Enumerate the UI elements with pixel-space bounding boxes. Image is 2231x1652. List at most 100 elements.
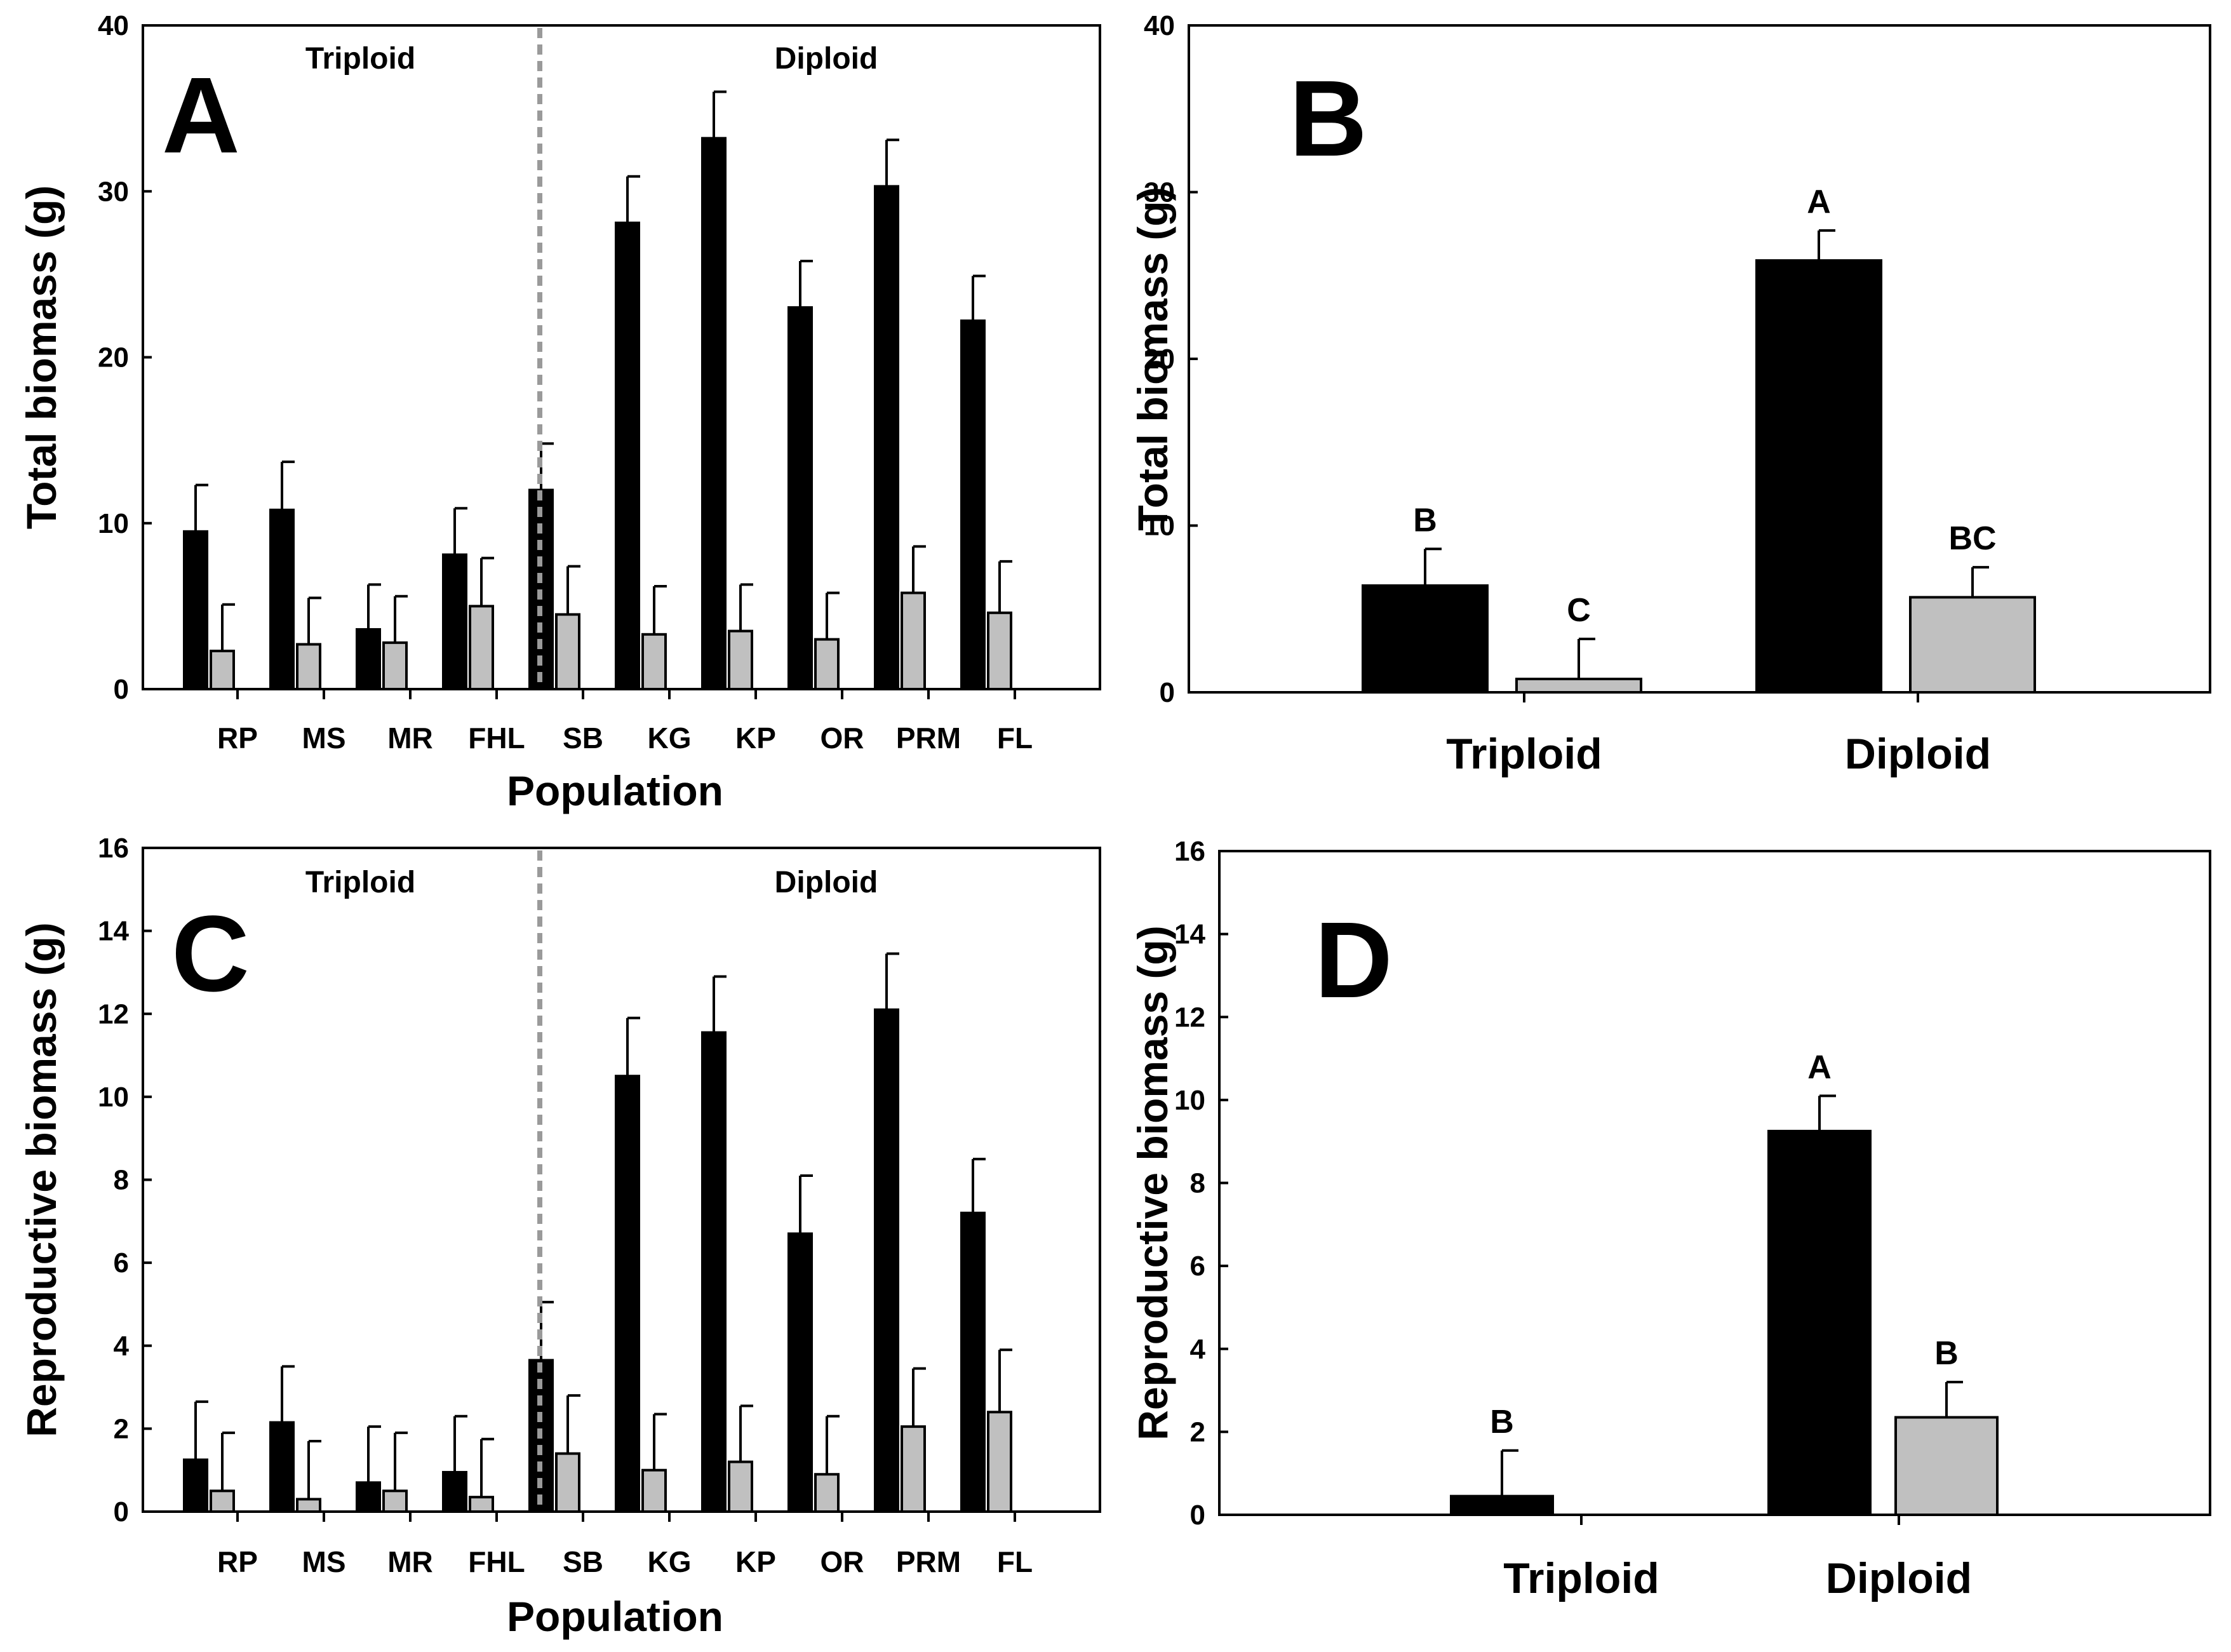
significance-letter: BC	[1948, 520, 1996, 557]
y-tick-label: 30	[1144, 177, 1175, 208]
gray-series-bar	[901, 1425, 926, 1513]
x-category-label: Triploid	[1446, 730, 1602, 778]
x-axis-title: Population	[507, 767, 723, 814]
group-label-triploid: Triploid	[305, 42, 415, 76]
x-category-label: KP	[735, 722, 776, 755]
y-axis-title: Reproductive biomass (g)	[1129, 925, 1176, 1440]
x-category-label: FL	[997, 1545, 1033, 1578]
y-tick-label: 8	[1190, 1168, 1205, 1199]
panel-letter: B	[1289, 58, 1367, 179]
significance-letter: C	[1567, 592, 1591, 629]
x-category-label: MR	[387, 722, 433, 755]
x-category-label: KG	[648, 722, 692, 755]
x-axis-title: Population	[507, 1593, 723, 1640]
gray-series-bar	[555, 1452, 580, 1513]
x-category-label: FHL	[468, 722, 525, 755]
black-series-bar	[615, 221, 640, 690]
significance-letter: B	[1934, 1335, 1959, 1372]
y-tick-label: 12	[1174, 1002, 1205, 1033]
gray-series-bar	[728, 1460, 753, 1513]
y-tick-label: 40	[98, 10, 129, 41]
black-series-bar	[615, 1075, 640, 1513]
gray-series-bar	[1894, 1416, 1999, 1516]
y-tick-label: 10	[1174, 1085, 1205, 1116]
black-series-bar	[787, 1232, 813, 1513]
y-tick-label: 16	[1174, 836, 1205, 867]
x-category-label: KP	[735, 1545, 776, 1578]
gray-series-bar	[641, 633, 667, 690]
y-tick-label: 10	[98, 1082, 129, 1113]
black-series-bar	[787, 306, 813, 690]
gray-series-bar	[382, 1489, 408, 1513]
gray-series-bar	[469, 1496, 494, 1513]
x-category-label: Triploid	[1503, 1554, 1659, 1602]
gray-series-bar	[296, 1498, 321, 1513]
gray-series-bar	[1515, 678, 1642, 694]
black-series-bar	[269, 1421, 295, 1513]
y-tick-label: 0	[114, 1496, 129, 1528]
black-series-bar	[356, 1481, 381, 1513]
x-category-label: KG	[648, 1545, 692, 1578]
gray-series-bar	[382, 641, 408, 690]
y-tick-label: 14	[98, 916, 129, 947]
x-category-label: MS	[302, 1545, 346, 1578]
x-category-label: SB	[563, 722, 603, 755]
y-tick-label: 2	[114, 1413, 129, 1444]
x-category-label: MR	[387, 1545, 433, 1578]
gray-series-bar	[210, 649, 235, 690]
black-series-bar	[701, 1031, 727, 1513]
black-series-bar	[1767, 1129, 1872, 1516]
x-category-label: FHL	[468, 1545, 525, 1578]
black-series-bar	[183, 530, 208, 690]
y-tick-label: 20	[1144, 344, 1175, 375]
x-category-label: FL	[997, 722, 1033, 755]
gray-series-bar	[1909, 596, 2036, 694]
x-category-label: RP	[217, 722, 258, 755]
black-series-bar	[1362, 584, 1489, 694]
y-tick-label: 40	[1144, 10, 1175, 41]
y-tick-label: 10	[1144, 511, 1175, 542]
significance-letter: A	[1807, 1049, 1832, 1085]
y-axis-title: Total biomass (g)	[18, 185, 65, 529]
black-series-bar	[960, 319, 986, 690]
x-category-label: SB	[563, 1545, 603, 1578]
y-tick-label: 20	[98, 342, 129, 373]
gray-series-bar	[901, 591, 926, 690]
y-tick-label: 16	[98, 833, 129, 864]
x-category-label: Diploid	[1826, 1554, 1972, 1602]
x-category-label: PRM	[896, 722, 961, 755]
x-category-label: RP	[217, 1545, 258, 1578]
y-tick-label: 6	[114, 1247, 129, 1279]
y-tick-label: 8	[114, 1165, 129, 1196]
gray-series-bar	[296, 643, 321, 691]
y-tick-label: 4	[114, 1331, 130, 1362]
black-series-bar	[874, 185, 899, 691]
black-series-bar	[183, 1458, 208, 1513]
x-category-label: MS	[302, 722, 346, 755]
panel-letter: A	[162, 55, 240, 176]
y-tick-label: 14	[1174, 919, 1205, 950]
y-tick-label: 0	[1160, 677, 1175, 708]
black-series-bar	[960, 1211, 986, 1513]
x-category-label: OR	[821, 722, 864, 755]
y-tick-label: 6	[1190, 1251, 1205, 1282]
significance-letter: B	[1413, 502, 1437, 539]
x-category-label: OR	[821, 1545, 864, 1578]
x-category-label: PRM	[896, 1545, 961, 1578]
y-tick-label: 2	[1190, 1416, 1205, 1447]
x-category-label: Diploid	[1845, 730, 1991, 778]
gray-series-bar	[987, 1411, 1012, 1513]
y-tick-label: 0	[114, 674, 129, 705]
gray-series-bar	[987, 611, 1012, 691]
y-tick-label: 4	[1190, 1334, 1206, 1365]
y-tick-label: 0	[1190, 1500, 1205, 1531]
significance-letter: A	[1807, 184, 1831, 220]
panel-letter: D	[1315, 900, 1393, 1021]
group-label-triploid: Triploid	[305, 866, 415, 899]
y-tick-label: 12	[98, 998, 129, 1030]
gray-series-bar	[814, 638, 840, 690]
panel-letter: C	[171, 894, 250, 1014]
y-axis-title: Reproductive biomass (g)	[18, 922, 65, 1437]
